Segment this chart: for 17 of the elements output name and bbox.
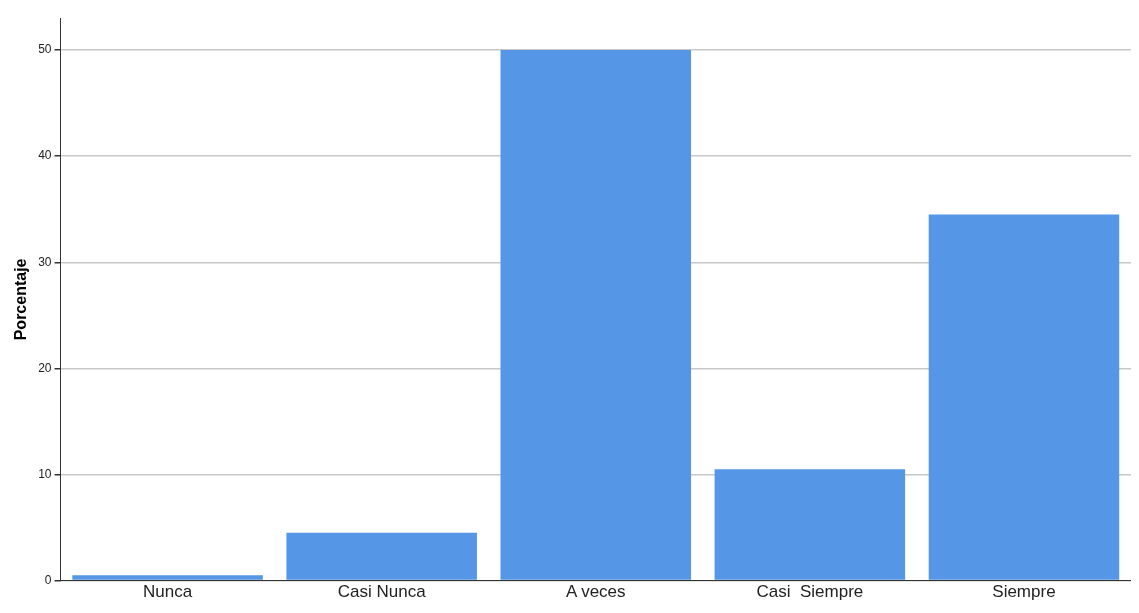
bar	[72, 575, 263, 580]
x-tick-label: Nunca	[143, 582, 193, 602]
x-tick-label: Casi Nunca	[337, 582, 427, 602]
x-tick-label: A veces	[566, 582, 626, 602]
x-tick-label: Siempre	[992, 582, 1056, 602]
y-tick-label: 30	[38, 254, 52, 269]
bar	[928, 214, 1120, 580]
y-tick-label: 0	[44, 572, 52, 587]
y-tick-label: 20	[38, 360, 52, 375]
x-tick-label: Casi Siempre	[756, 582, 864, 602]
y-tick-label: 40	[38, 148, 52, 163]
bar	[714, 469, 906, 580]
y-tick-label: 10	[38, 466, 52, 481]
bar	[500, 50, 692, 580]
y-tick-label: 50	[38, 42, 52, 57]
y-axis-title: Porcentaje	[12, 258, 30, 341]
bar	[286, 532, 477, 580]
